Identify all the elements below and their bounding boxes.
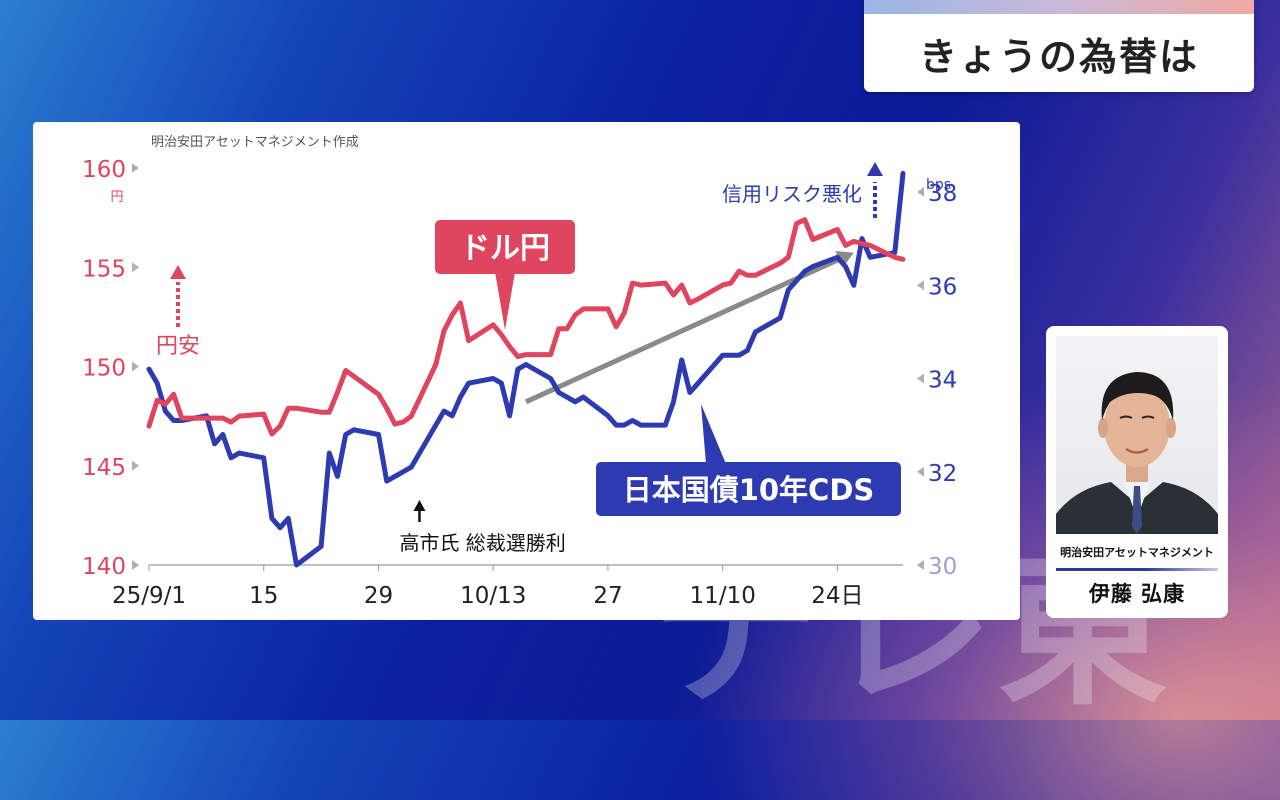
title-strip [864,0,1254,14]
election-arrow-head [413,500,426,511]
left-tick-marker [132,163,139,173]
cds-callout-tail [701,404,726,464]
right-axis-unit: bps [926,177,951,193]
right-tick-marker [917,560,924,570]
cds-callout-label: 日本国債10年CDS [623,473,875,507]
usdjpy-callout-tail [495,272,515,330]
credit-risk-label: 信用リスク悪化 [722,182,862,206]
credit-risk-arrow-head [867,162,883,176]
x-tick-label: 25/9/1 [112,583,186,609]
usdjpy-callout-label: ドル円 [460,231,550,266]
left-axis-unit: 円 [110,190,123,205]
cds-callout-box [596,462,901,516]
yen-weak-label: 円安 [156,334,200,359]
usdjpy-callout-box [435,220,575,274]
right-tick-label: 30 [928,554,957,580]
x-tick-label: 11/10 [690,583,756,609]
left-tick-label: 155 [82,256,126,282]
left-tick-label: 160 [82,157,126,183]
trend-arrow-head [835,251,854,268]
x-tick-label: 10/13 [460,583,526,609]
x-tick-label: 15 [249,583,278,609]
title-box: きょうの為替は [864,0,1254,92]
profile-divider [1056,568,1218,571]
x-tick-label: 29 [364,583,393,609]
left-tick-marker [132,262,139,273]
right-tick-label: 34 [928,368,957,394]
profile-organization: 明治安田アセットマネジメント [1060,546,1214,559]
left-tick-label: 150 [82,356,126,382]
right-tick-label: 36 [928,274,957,300]
right-tick-marker [917,373,924,384]
left-tick-marker [132,361,139,372]
cds-series-line [146,170,906,568]
right-tick-label: 38 [928,181,957,207]
profile-name: 伊藤 弘康 [1088,582,1186,606]
right-tick-label: 32 [928,461,957,487]
left-tick-marker [132,560,139,570]
person-portrait-icon [1056,372,1218,534]
chart-card: 明治安田アセットマネジメント作成 140 145 150 155 160 円 30 32 34 36… [33,122,1020,620]
left-tick-label: 145 [82,455,126,481]
page-title: きょうの為替は [918,35,1199,79]
trend-arrow-shaft [524,256,841,405]
usdjpy-series-line [146,217,906,437]
source-note: 明治安田アセットマネジメント作成 [151,135,359,150]
x-tick-label: 24日 [811,583,863,609]
chart-svg: 明治安田アセットマネジメント作成 140 145 150 155 160 円 30 32 34 36… [82,135,957,609]
right-tick-marker [917,466,924,477]
x-tick-label: 27 [593,583,622,609]
right-tick-marker [917,280,924,291]
profile-card: 明治安田アセットマネジメント 伊藤 弘康 [1046,326,1228,618]
left-tick-marker [132,460,139,471]
left-tick-label: 140 [82,554,126,580]
election-label: 高市氏 総裁選勝利 [399,531,565,555]
yen-weak-arrow-head [170,265,186,279]
person-photo [1056,336,1218,534]
right-tick-marker [917,187,924,197]
